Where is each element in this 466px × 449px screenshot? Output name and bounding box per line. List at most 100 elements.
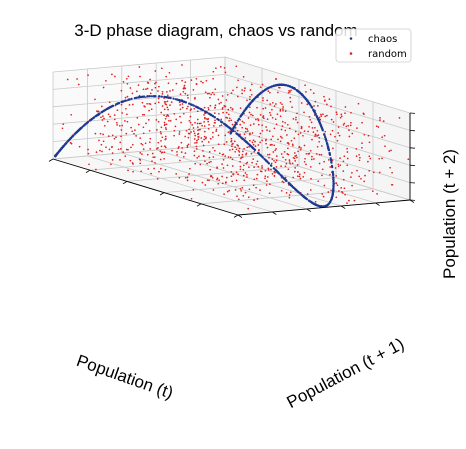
- random-point: [213, 121, 216, 124]
- random-point: [241, 89, 243, 91]
- random-point: [358, 175, 361, 178]
- random-point: [343, 187, 346, 190]
- random-point: [118, 124, 121, 127]
- random-point: [251, 114, 254, 117]
- random-point: [98, 139, 100, 142]
- random-point: [139, 162, 142, 165]
- random-point: [350, 111, 352, 114]
- random-point: [334, 167, 337, 169]
- random-point: [332, 147, 334, 150]
- random-point: [208, 151, 211, 153]
- random-point: [233, 140, 236, 143]
- random-point: [187, 132, 190, 135]
- random-point: [361, 142, 363, 144]
- random-point: [286, 142, 289, 144]
- random-point: [289, 91, 291, 93]
- random-point: [106, 120, 109, 123]
- chaos-point: [181, 100, 184, 103]
- random-point: [351, 184, 353, 187]
- random-point: [166, 94, 169, 97]
- random-point: [184, 135, 187, 138]
- random-point: [102, 140, 105, 143]
- random-point: [257, 119, 260, 122]
- random-point: [264, 175, 267, 178]
- x-axis-tick: [237, 214, 243, 218]
- random-point: [173, 134, 175, 137]
- random-point: [306, 103, 309, 106]
- x-axis-label: Population (t): [74, 351, 176, 403]
- random-point: [206, 179, 209, 182]
- random-point: [284, 129, 287, 132]
- random-point: [175, 82, 178, 85]
- random-point: [212, 131, 214, 134]
- random-point: [379, 117, 381, 119]
- random-point: [178, 131, 181, 133]
- random-point: [181, 147, 184, 149]
- random-point: [197, 138, 200, 141]
- random-point: [159, 131, 162, 133]
- chaos-point: [290, 185, 294, 188]
- random-point: [99, 132, 102, 135]
- random-point: [226, 93, 229, 96]
- random-point: [218, 112, 220, 115]
- chaos-point: [259, 154, 262, 157]
- random-point: [314, 201, 317, 203]
- random-point: [296, 175, 299, 178]
- random-point: [246, 161, 249, 164]
- left-pane-gridline: [52, 108, 226, 125]
- random-point: [322, 195, 325, 198]
- random-point: [237, 149, 240, 152]
- random-point: [163, 114, 165, 117]
- random-point: [196, 118, 199, 121]
- random-point: [77, 83, 80, 86]
- random-point: [252, 143, 255, 146]
- random-point: [87, 152, 90, 155]
- random-point: [318, 153, 321, 156]
- random-point: [262, 107, 265, 110]
- random-point: [148, 109, 150, 112]
- random-point: [224, 134, 227, 137]
- random-point: [363, 133, 366, 136]
- chaos-point: [210, 114, 213, 117]
- random-point: [381, 136, 384, 139]
- chaos-point: [264, 88, 267, 91]
- random-point: [238, 154, 241, 156]
- random-point: [323, 95, 325, 98]
- random-point: [147, 168, 150, 170]
- random-point: [287, 168, 290, 171]
- random-point: [274, 118, 277, 121]
- random-point: [294, 167, 297, 169]
- chaos-point: [313, 203, 316, 206]
- random-point: [314, 135, 316, 137]
- random-point: [320, 145, 323, 147]
- random-point: [237, 173, 239, 175]
- random-point: [290, 89, 292, 92]
- random-point: [158, 170, 160, 173]
- random-point: [214, 107, 216, 109]
- random-point: [212, 70, 215, 73]
- random-point: [70, 142, 73, 145]
- random-point: [136, 117, 139, 119]
- random-point: [328, 98, 331, 100]
- random-point: [299, 148, 302, 151]
- random-point: [390, 183, 393, 186]
- random-point: [326, 114, 328, 117]
- random-point: [228, 119, 230, 122]
- chaos-point: [261, 156, 264, 159]
- random-point: [145, 88, 147, 90]
- chaos-point: [267, 162, 270, 165]
- random-point: [270, 168, 272, 171]
- random-point: [383, 134, 386, 137]
- random-point: [226, 190, 229, 193]
- random-point: [249, 96, 251, 98]
- chaos-point: [257, 152, 261, 155]
- chaos-point: [98, 112, 101, 115]
- random-point: [230, 137, 233, 140]
- random-point: [348, 135, 351, 138]
- random-point: [311, 155, 313, 158]
- random-point: [270, 162, 273, 165]
- random-point: [342, 178, 345, 181]
- chaos-point: [229, 132, 232, 135]
- random-point: [167, 82, 170, 85]
- x-axis-tick: [272, 211, 277, 215]
